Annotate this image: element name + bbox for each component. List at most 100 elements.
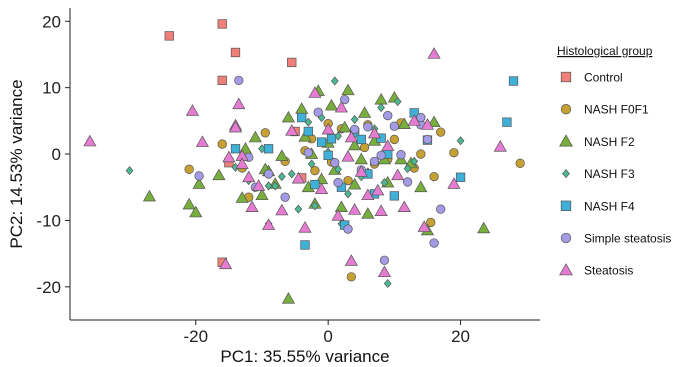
point-steatosis bbox=[341, 150, 355, 162]
point-steatosis bbox=[367, 126, 382, 139]
x-ticks: -20 0 20 bbox=[183, 320, 470, 346]
point-nash-f3 bbox=[330, 76, 339, 86]
axes bbox=[69, 8, 540, 321]
point-steatosis bbox=[222, 150, 236, 163]
legend-key-nash-f3 bbox=[562, 169, 570, 179]
point-nash-f3 bbox=[344, 189, 352, 199]
point-simple-steatosis bbox=[363, 122, 373, 132]
point-nash-f2 bbox=[427, 115, 441, 128]
point-nash-f4 bbox=[508, 76, 519, 86]
point-nash-f3 bbox=[393, 97, 402, 107]
point-nash-f4 bbox=[300, 240, 310, 250]
legend-key-nash-f0f1 bbox=[560, 104, 572, 115]
point-nash-f2 bbox=[281, 110, 296, 123]
legend-label-control: Control bbox=[584, 71, 623, 85]
point-nash-f3 bbox=[350, 114, 359, 125]
point-nash-f0f1 bbox=[359, 142, 370, 153]
point-nash-f4 bbox=[326, 134, 337, 144]
point-nash-f4 bbox=[316, 137, 327, 147]
legend-label-simple-steatosis: Simple steatosis bbox=[584, 232, 671, 246]
point-steatosis bbox=[83, 134, 97, 147]
point-nash-f0f1 bbox=[389, 134, 400, 145]
point-nash-f3 bbox=[277, 172, 286, 182]
point-nash-f2 bbox=[397, 117, 411, 130]
point-steatosis bbox=[242, 170, 256, 183]
point-nash-f3 bbox=[410, 156, 419, 166]
legend-title: Histological group bbox=[557, 44, 653, 58]
point-nash-f0f1 bbox=[346, 272, 356, 282]
point-simple-steatosis bbox=[280, 192, 290, 202]
point-nash-f2 bbox=[348, 177, 362, 190]
point-steatosis bbox=[361, 188, 375, 201]
point-control bbox=[217, 75, 227, 86]
point-steatosis bbox=[228, 120, 243, 133]
point-nash-f4 bbox=[356, 134, 366, 145]
x-tick-label: 20 bbox=[451, 327, 470, 346]
legend-key-nash-f4 bbox=[560, 200, 572, 211]
point-nash-f4 bbox=[230, 144, 241, 154]
point-nash-f2 bbox=[189, 205, 203, 218]
point-steatosis bbox=[245, 200, 259, 212]
y-tick-label: -10 bbox=[36, 211, 61, 230]
point-steatosis bbox=[252, 179, 266, 191]
point-simple-steatosis bbox=[383, 110, 393, 121]
point-steatosis bbox=[420, 118, 435, 130]
point-nash-f2 bbox=[357, 106, 372, 118]
point-steatosis bbox=[391, 168, 405, 181]
point-simple-steatosis bbox=[429, 238, 439, 248]
point-nash-f4 bbox=[502, 117, 512, 127]
legend-key-control bbox=[560, 71, 572, 83]
point-steatosis bbox=[235, 157, 249, 169]
point-nash-f3 bbox=[294, 204, 303, 214]
point-nash-f2 bbox=[324, 98, 339, 111]
point-nash-f3 bbox=[334, 164, 342, 174]
point-simple-steatosis bbox=[369, 156, 380, 166]
point-nash-f4 bbox=[310, 179, 320, 190]
legend-key-steatosis bbox=[559, 263, 573, 276]
point-steatosis bbox=[314, 182, 329, 195]
point-steatosis bbox=[447, 177, 461, 189]
point-simple-steatosis bbox=[396, 150, 406, 160]
point-steatosis bbox=[185, 104, 200, 116]
point-nash-f4 bbox=[263, 144, 274, 154]
x-tick-label: -20 bbox=[183, 327, 208, 346]
point-steatosis bbox=[377, 265, 392, 278]
y-tick-label: 0 bbox=[52, 145, 61, 164]
y-tick-label: -20 bbox=[36, 278, 61, 297]
point-nash-f2 bbox=[192, 177, 206, 189]
point-nash-f3 bbox=[377, 103, 385, 113]
point-simple-steatosis bbox=[343, 224, 353, 234]
point-nash-f4 bbox=[297, 112, 307, 123]
point-nash-f0f1 bbox=[449, 148, 459, 158]
point-simple-steatosis bbox=[422, 134, 433, 145]
y-ticks: 20 10 0 -10 -20 bbox=[36, 12, 70, 297]
point-nash-f2 bbox=[354, 152, 368, 165]
point-steatosis bbox=[371, 183, 385, 196]
y-tick-label: 20 bbox=[42, 12, 61, 31]
point-control bbox=[287, 57, 297, 68]
point-nash-f2 bbox=[142, 189, 157, 202]
point-nash-f0f1 bbox=[310, 165, 320, 176]
point-nash-f0f1 bbox=[217, 139, 227, 149]
point-nash-f2 bbox=[361, 207, 375, 219]
point-nash-f2 bbox=[348, 138, 362, 151]
point-nash-f3 bbox=[287, 169, 296, 179]
point-nash-f2 bbox=[338, 120, 352, 133]
point-nash-f2 bbox=[255, 188, 269, 201]
point-control bbox=[164, 31, 174, 41]
point-simple-steatosis bbox=[436, 204, 446, 214]
point-nash-f4 bbox=[303, 126, 313, 137]
point-nash-f2 bbox=[295, 102, 309, 114]
point-steatosis bbox=[397, 200, 411, 212]
y-axis-title: PC2: 14.53% variance bbox=[7, 79, 26, 248]
point-simple-steatosis bbox=[389, 121, 400, 131]
point-nash-f3 bbox=[380, 178, 389, 188]
point-simple-steatosis bbox=[303, 148, 313, 158]
point-nash-f4 bbox=[323, 150, 333, 161]
point-simple-steatosis bbox=[379, 255, 390, 265]
legend: Histological group Control NASH F0F1 NASH … bbox=[557, 44, 671, 278]
x-axis-title: PC1: 35.55% variance bbox=[220, 347, 389, 366]
point-nash-f2 bbox=[248, 130, 262, 143]
legend-label-steatosis: Steatosis bbox=[584, 264, 633, 278]
